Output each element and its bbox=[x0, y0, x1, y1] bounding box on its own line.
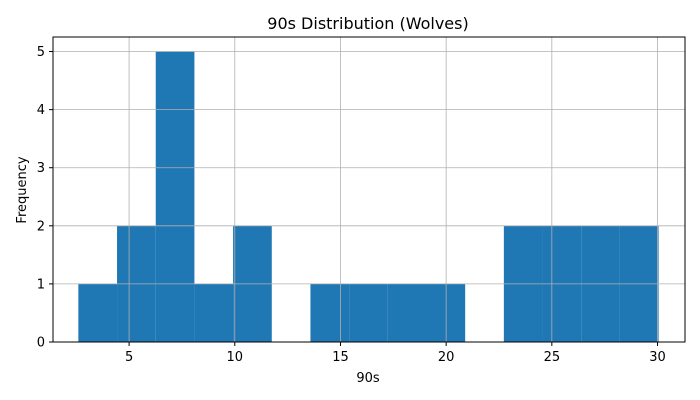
y-axis-label: Frequency bbox=[15, 156, 30, 223]
x-tick-label: 10 bbox=[227, 350, 244, 365]
x-tick-label: 25 bbox=[544, 350, 561, 365]
x-tick-label: 5 bbox=[125, 350, 133, 365]
y-tick-label: 2 bbox=[37, 219, 45, 234]
y-tick-label: 5 bbox=[37, 45, 45, 60]
histogram-bars bbox=[53, 37, 685, 343]
histogram-bar-0 bbox=[78, 283, 118, 342]
histogram-bar-2 bbox=[155, 51, 195, 343]
x-axis-ticks: 5 10 15 20 25 30 bbox=[125, 342, 666, 365]
x-tick-label: 20 bbox=[438, 350, 455, 365]
histogram-bar-6 bbox=[310, 283, 350, 342]
y-tick-label: 1 bbox=[37, 277, 45, 292]
histogram-bar-3 bbox=[194, 283, 234, 342]
chart-title: 90s Distribution (Wolves) bbox=[267, 14, 468, 33]
x-tick-label: 30 bbox=[649, 350, 666, 365]
plot-frame bbox=[52, 36, 686, 343]
histogram-bar-8 bbox=[387, 283, 427, 342]
x-axis-label: 90s bbox=[356, 371, 380, 386]
y-axis-ticks: 0 1 2 3 4 5 bbox=[37, 45, 53, 351]
y-tick-label: 3 bbox=[37, 161, 45, 176]
histogram-bar-7 bbox=[349, 283, 388, 342]
y-tick-label: 0 bbox=[37, 336, 45, 351]
y-tick-label: 4 bbox=[37, 103, 45, 118]
x-tick-label: 15 bbox=[332, 350, 349, 365]
